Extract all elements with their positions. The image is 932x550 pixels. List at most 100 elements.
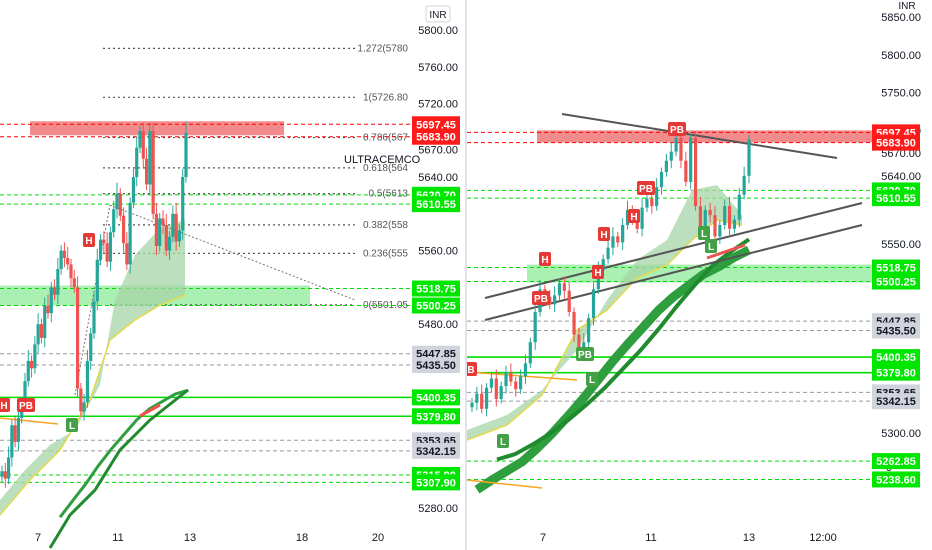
left-candle-body-46 — [151, 131, 155, 214]
left-fib-label-4: 0.5(5613 — [369, 189, 409, 200]
right-candle-body-47 — [698, 206, 703, 233]
panel-divider[interactable] — [465, 0, 467, 550]
right-marker-3 — [598, 227, 610, 241]
right-marker-text-2: H — [630, 212, 637, 223]
left-fib-label-1: 1(5726.80 — [363, 92, 408, 103]
right-candle-body-41 — [669, 151, 673, 161]
right-price-tick-4: 5670.00 — [881, 148, 921, 160]
right-candle-body-23 — [582, 342, 586, 350]
right-candle-body-49 — [708, 209, 712, 216]
right-candle-body-42 — [674, 138, 678, 152]
right-candle-body-57 — [747, 139, 751, 176]
right-level-tag-13 — [872, 471, 920, 488]
left-ma-slow-red-segment — [139, 403, 161, 418]
right-time-tick-1: 11 — [645, 532, 656, 544]
left-candle-body-19 — [62, 250, 67, 258]
left-candle-body-21 — [69, 264, 73, 279]
left-candle-body-47 — [154, 213, 159, 247]
right-marker-text-1: PB — [639, 184, 653, 195]
right-candle-body-3 — [484, 387, 489, 409]
right-level-tag-11 — [872, 393, 920, 410]
right-price-tick-0: 5850.00 — [881, 12, 921, 24]
right-orange-line — [467, 371, 578, 381]
right-marker-9 — [705, 239, 717, 253]
left-ma-slow — [58, 388, 189, 519]
right-candle-body-17 — [553, 295, 557, 305]
right-candle-body-27 — [601, 259, 605, 271]
right-level-tag-text-11: 5342.15 — [876, 396, 916, 408]
right-candle-body-34 — [635, 217, 639, 229]
left-candle-body-45 — [148, 131, 152, 185]
right-candle-body-36 — [645, 198, 649, 208]
right-candle-body-5 — [494, 378, 498, 399]
left-time-tick-0: 7 — [35, 532, 41, 544]
right-chart-canvas[interactable]: PBPBHHHPBHBLLPBLLINR5850.005800.005750.0… — [467, 0, 932, 550]
right-marker-text-10: PB — [578, 350, 592, 361]
right-price-tick-1: 5800.00 — [881, 50, 921, 62]
left-level-tag-8 — [412, 389, 460, 406]
left-candle-body-40 — [131, 177, 136, 203]
right-candle-body-35 — [640, 207, 644, 229]
right-marker-1 — [637, 181, 655, 195]
right-level-tag-9 — [872, 364, 920, 381]
left-level-tag-text-8: 5400.35 — [416, 392, 456, 404]
right-candle-body-45 — [689, 138, 693, 182]
left-marker-2 — [0, 398, 10, 412]
left-candle-body-9 — [29, 360, 34, 369]
left-candle-body-55 — [181, 177, 185, 231]
right-marker-text-9: L — [708, 242, 714, 253]
left-candle-body-11 — [36, 324, 40, 345]
right-level-tag-1 — [872, 134, 920, 151]
left-candle-body-24 — [79, 388, 83, 412]
right-candle-body-8 — [509, 372, 513, 382]
right-level-tag-3 — [872, 190, 920, 207]
left-candle-body-33 — [108, 232, 113, 262]
right-candle-body-4 — [489, 378, 494, 388]
right-candle-body-6 — [499, 386, 503, 399]
right-candle-body-54 — [732, 219, 737, 229]
right-candle-body-18 — [557, 283, 562, 296]
right-candle-body-30 — [616, 236, 620, 243]
left-candle-body-12 — [39, 324, 44, 338]
left-candle-body-30 — [98, 239, 103, 260]
left-time-tick-2: 13 — [184, 532, 196, 544]
right-candle-body-50 — [713, 215, 717, 237]
left-level-tag-text-5: 5500.25 — [416, 301, 456, 313]
right-marker-11 — [586, 372, 598, 386]
right-candle-body-28 — [606, 247, 610, 260]
right-price-tick-6: 5550.00 — [881, 239, 921, 251]
left-candle-body-10 — [33, 344, 37, 369]
left-fib-label-2: 0.786(567 — [363, 133, 408, 144]
left-candle-body-35 — [115, 193, 119, 210]
right-marker-8 — [698, 226, 710, 240]
left-level-tag-11 — [412, 442, 460, 459]
right-level-tag-5 — [872, 273, 920, 290]
left-marker-1 — [17, 398, 35, 412]
left-level-tag-5 — [412, 297, 460, 314]
left-candle-body-16 — [52, 287, 57, 295]
left-level-tag-9 — [412, 408, 460, 425]
right-candle-body-0 — [470, 402, 474, 408]
right-time-tick-3: 12:00 — [809, 532, 837, 544]
left-fib-label-6: 0.236(555 — [363, 248, 408, 259]
left-level-tag-4 — [412, 280, 460, 297]
right-currency-label: INR — [898, 1, 915, 12]
left-price-tick-7: 5280.00 — [418, 503, 458, 515]
left-time-tick-4: 20 — [372, 532, 384, 544]
left-marker-0 — [83, 233, 95, 247]
left-candle-body-7 — [23, 381, 27, 403]
left-candle-body-43 — [141, 131, 145, 159]
right-candle-body-12 — [528, 342, 532, 364]
left-currency-badge — [425, 5, 451, 23]
left-price-tick-2: 5720.00 — [418, 99, 458, 111]
left-level-tag-1 — [412, 128, 460, 145]
left-time-tick-1: 11 — [112, 532, 123, 544]
left-candle-body-15 — [49, 287, 53, 314]
left-candle-body-8 — [26, 360, 30, 382]
left-marker-3 — [66, 418, 78, 432]
right-level-tag-text-9: 5379.80 — [876, 368, 916, 380]
left-candle-body-44 — [144, 158, 149, 185]
left-level-tag-13 — [412, 474, 460, 491]
left-chart-canvas[interactable]: 1.272(5780 1(5726.80 0.786(567 0.618(564 0.5… — [0, 0, 466, 550]
right-candle-body-37 — [650, 198, 654, 207]
